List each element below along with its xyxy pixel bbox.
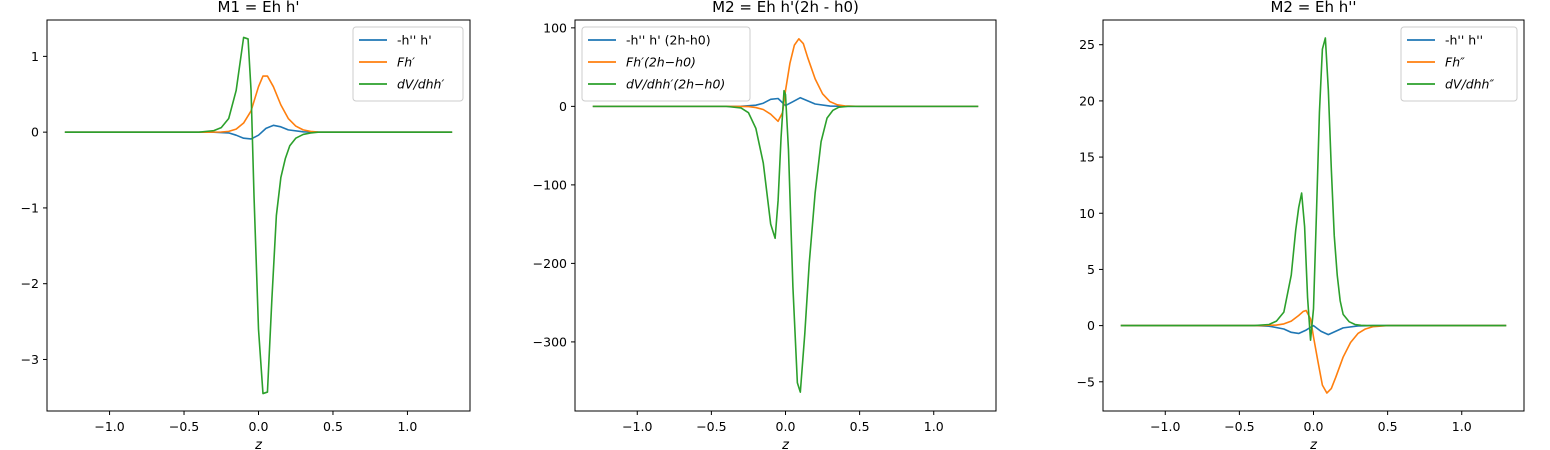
series-line-1-2 xyxy=(64,75,453,133)
legend: -h'' h'' Fh″ dV/dhh″ xyxy=(1400,26,1518,102)
y-tick-label: 10 xyxy=(1079,206,1095,221)
legend-entry-label: dV/dhh′(2h−h0) xyxy=(626,77,725,92)
x-tick-label: −0.5 xyxy=(696,419,726,434)
legend-entry-label: Fh′ xyxy=(397,55,415,70)
legend-entry-label: -h'' h' xyxy=(397,33,432,48)
legend-entry-label: -h'' h'' xyxy=(1445,33,1483,48)
chart-panel-3: −1.0 −0.5 0.0 0.5 1.0 −5 0 5 10 15 20 25 M2 = Eh h''… xyxy=(1077,0,1525,450)
x-tick-label: −0.5 xyxy=(169,419,199,434)
chart-panel-2: −1.0 −0.5 0.0 0.5 1.0 −300 −200 −100 0 100 M2 = Eh… xyxy=(533,0,997,450)
legend-entry-label: dV/dhh′ xyxy=(397,77,444,92)
y-tick-label: −300 xyxy=(533,334,567,349)
legend: -h'' h' (2h-h0) Fh′(2h−h0) dV/dhh′(2h−h0) xyxy=(581,26,751,102)
y-tick-label: 0 xyxy=(559,99,567,114)
y-tick-label: 1 xyxy=(31,49,39,64)
y-tick-label: 0 xyxy=(1087,318,1095,333)
legend-entry-label: Fh″ xyxy=(1445,55,1465,70)
legend-box xyxy=(581,26,751,102)
x-tick-label: 1.0 xyxy=(924,419,944,434)
x-tick-label: 1.0 xyxy=(397,419,417,434)
x-tick-label: −0.5 xyxy=(1224,419,1254,434)
chart-title: M1 = Eh h' xyxy=(218,0,300,16)
y-tick-label: 5 xyxy=(1087,262,1095,277)
chart-title: M2 = Eh h'(2h - h0) xyxy=(712,0,859,16)
legend-box xyxy=(1400,26,1518,102)
y-tick-label: −3 xyxy=(21,352,39,367)
x-tick-label: 0.0 xyxy=(1304,419,1324,434)
y-tick-label: 25 xyxy=(1079,37,1095,52)
legend-entry-label: dV/dhh″ xyxy=(1445,77,1494,92)
series-line-3-2 xyxy=(1120,309,1507,394)
x-axis-label: z xyxy=(781,438,790,450)
legend-box xyxy=(352,26,464,102)
x-tick-label: 0.5 xyxy=(323,419,343,434)
series-line-2-3 xyxy=(592,89,979,393)
x-tick-label: 0.0 xyxy=(776,419,796,434)
series-line-2-2 xyxy=(592,38,979,123)
y-tick-label: 15 xyxy=(1079,150,1095,165)
legend-entry-label: -h'' h' (2h-h0) xyxy=(626,33,711,48)
chart-panel-1: −1.0 −0.5 0.0 0.5 1.0 −3 −2 −1 0 1 M1 = Eh h' z -h''… xyxy=(21,0,471,450)
series-line-3-3 xyxy=(1120,37,1507,342)
x-tick-label: 0.5 xyxy=(850,419,870,434)
y-tick-label: 0 xyxy=(31,125,39,140)
y-tick-label: 100 xyxy=(543,20,567,35)
x-axis-label: z xyxy=(1309,438,1318,450)
chart-title: M2 = Eh h'' xyxy=(1270,0,1356,16)
x-tick-label: −1.0 xyxy=(1150,419,1180,434)
x-tick-label: 0.5 xyxy=(1378,419,1398,434)
y-tick-label: 20 xyxy=(1079,93,1095,108)
legend-entry-label: Fh′(2h−h0) xyxy=(626,55,696,70)
y-tick-label: −5 xyxy=(1077,374,1095,389)
y-tick-label: −2 xyxy=(21,276,39,291)
series-line-3-1 xyxy=(1120,324,1507,336)
x-axis-label: z xyxy=(254,438,263,450)
series-line-1-3 xyxy=(64,36,453,395)
x-tick-label: −1.0 xyxy=(622,419,652,434)
x-tick-label: 0.0 xyxy=(249,419,269,434)
legend: -h'' h' Fh′ dV/dhh′ xyxy=(352,26,464,102)
x-tick-label: 1.0 xyxy=(1452,419,1472,434)
y-tick-label: −200 xyxy=(533,256,567,271)
y-tick-label: −100 xyxy=(533,177,567,192)
y-tick-label: −1 xyxy=(21,200,39,215)
x-tick-label: −1.0 xyxy=(94,419,124,434)
